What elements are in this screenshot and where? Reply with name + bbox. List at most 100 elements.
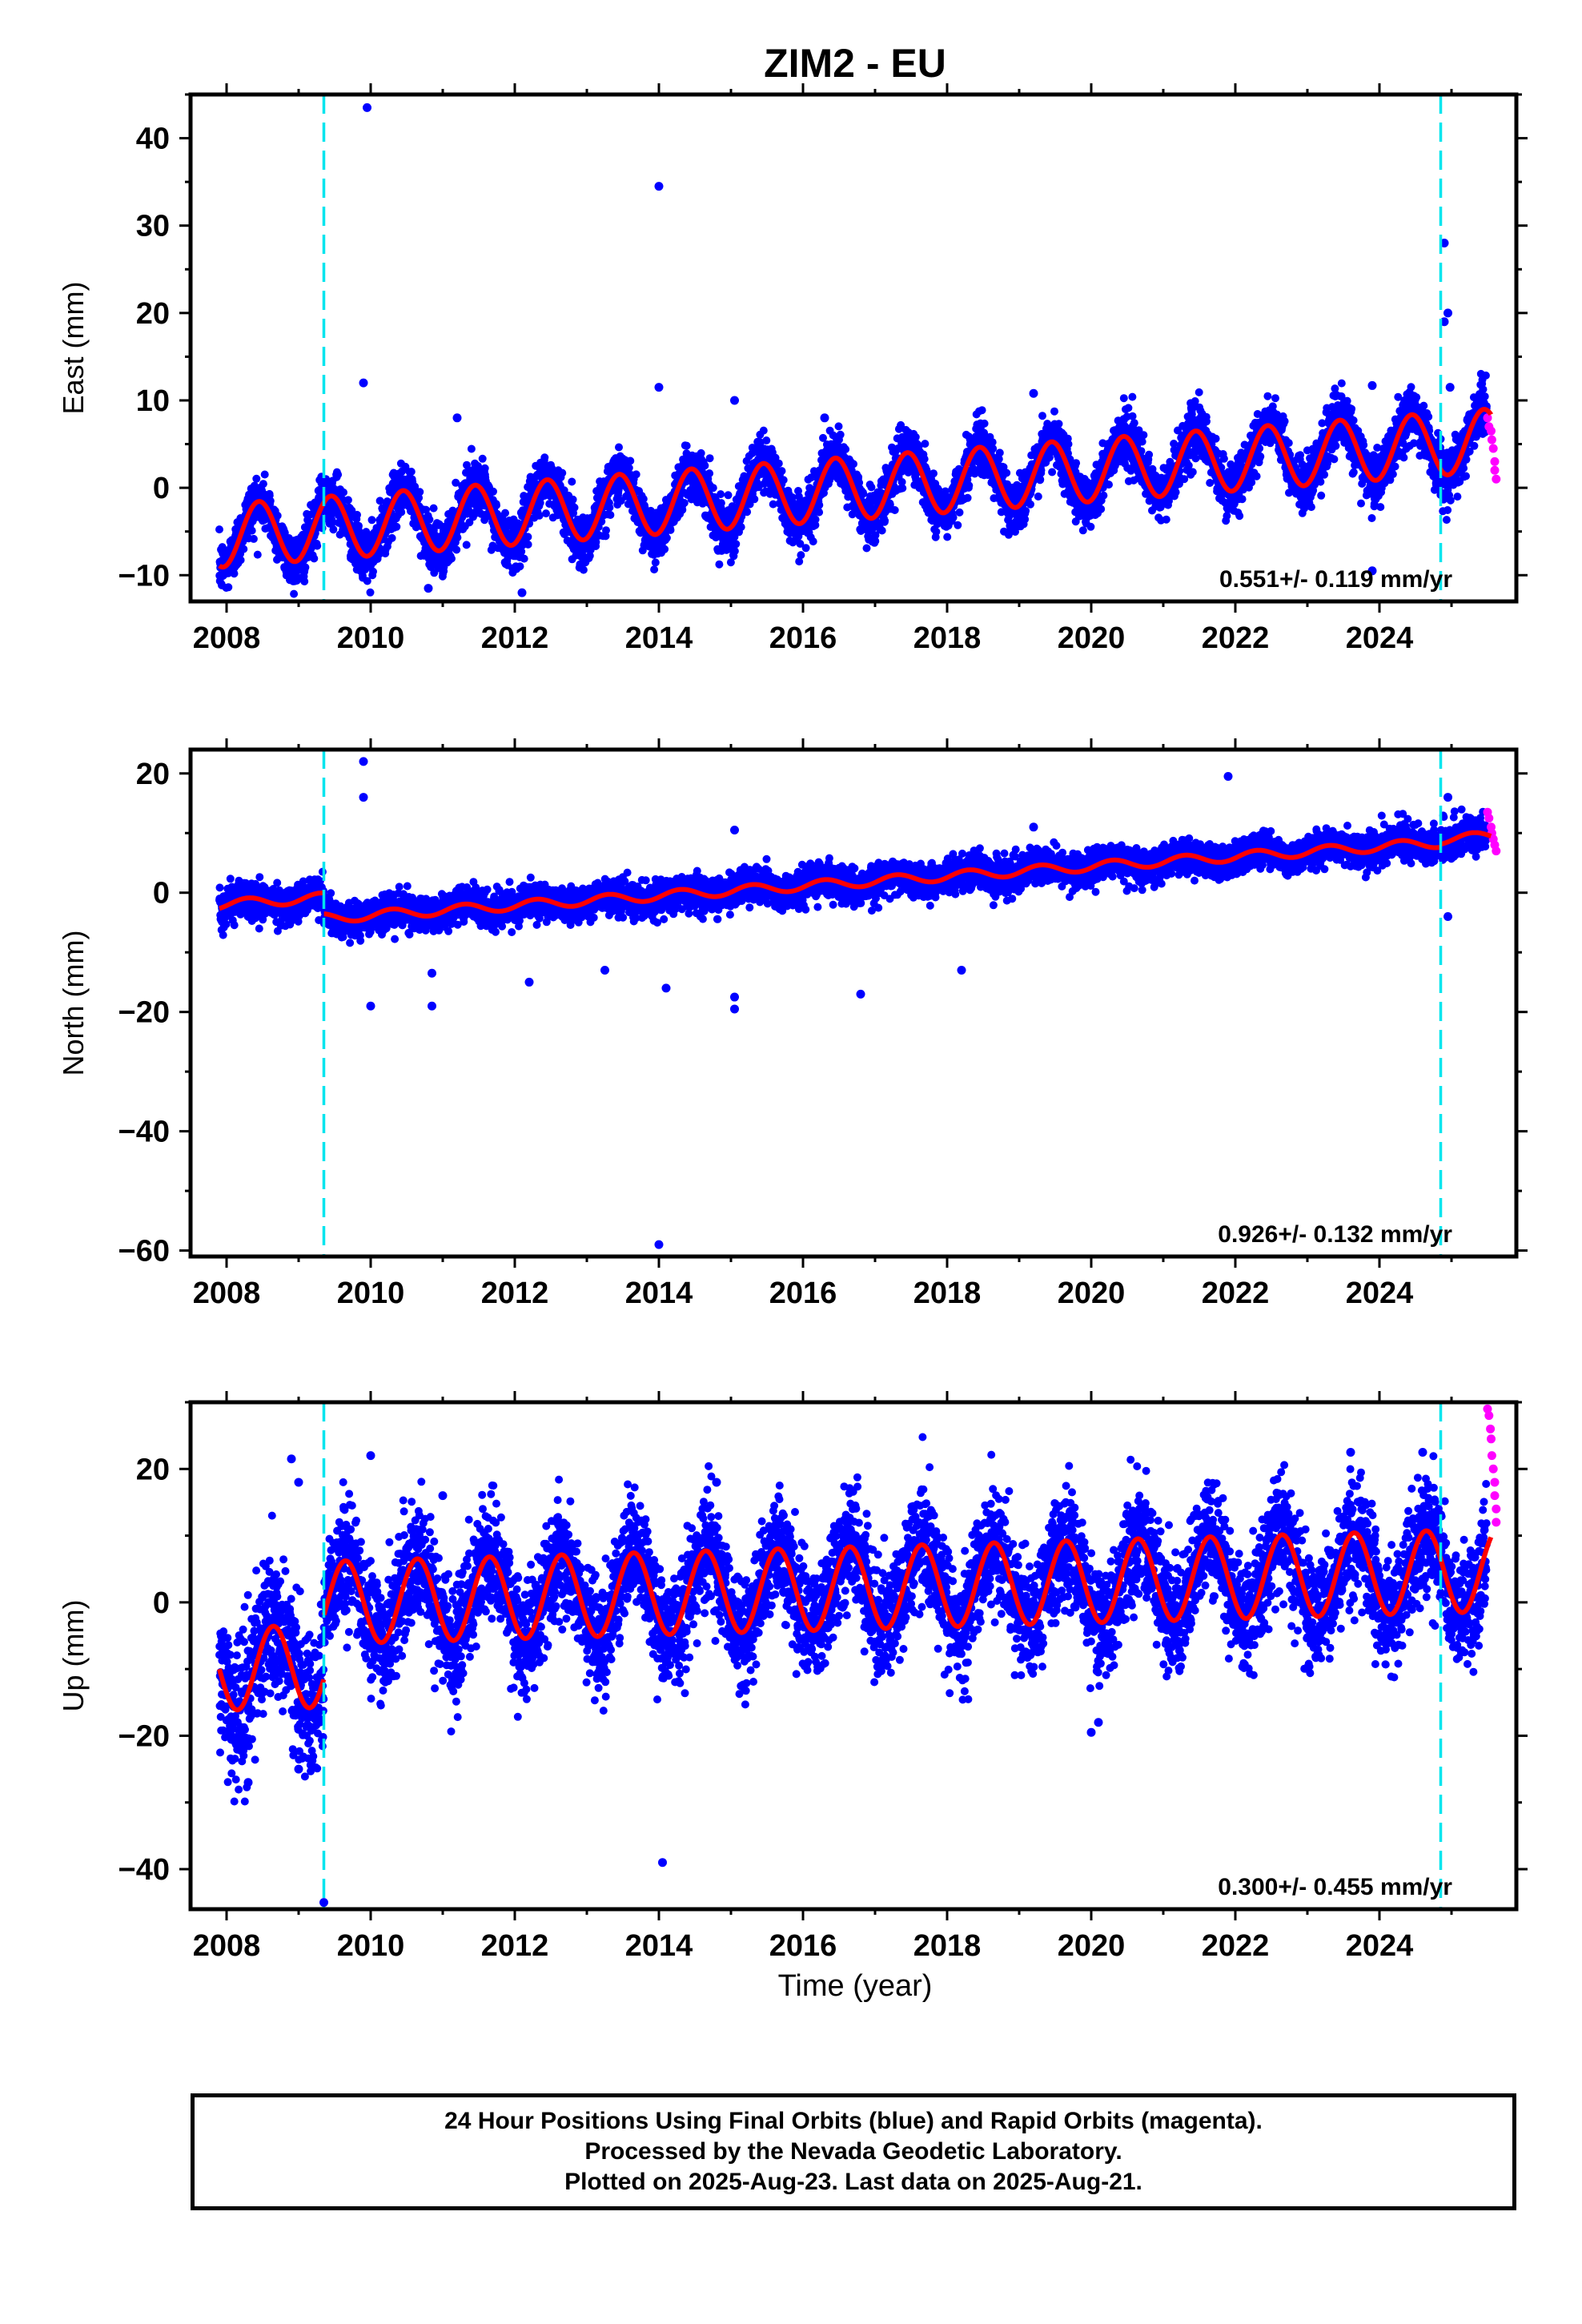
- east-outlier-point: [820, 413, 829, 423]
- north-x-tick-label: 2012: [481, 1277, 549, 1310]
- north-outlier-point: [730, 992, 739, 1002]
- east-rapid-orbit-point: [1490, 456, 1500, 466]
- up-data: [215, 1404, 1501, 1908]
- east-outlier-point: [452, 413, 462, 423]
- up-outlier-point: [319, 1898, 328, 1908]
- east-x-tick-label: 2022: [1202, 621, 1270, 655]
- panel-north: 2008 2010 2012 2014 2016 2018 2020 2022 2024 −60 −…: [57, 738, 1528, 1310]
- caption-line-1: 24 Hour Positions Using Final Orbits (bl…: [444, 2108, 1263, 2134]
- north-outlier-point: [524, 977, 534, 987]
- up-x-tick-label: 2016: [769, 1929, 837, 1963]
- up-x-tick-label: 2012: [481, 1929, 549, 1963]
- north-outlier-point: [600, 966, 609, 975]
- north-outlier-point: [730, 826, 739, 835]
- chart-canvas: ZIM2 - EU Time (year) 2008 2010 2012 2014 20…: [57, 41, 1528, 2003]
- north-outlier-point: [366, 1001, 375, 1011]
- north-x-tick-label: 2010: [337, 1277, 405, 1310]
- east-x-tick-label: 2014: [625, 621, 693, 655]
- north-x-tick-label: 2024: [1346, 1277, 1414, 1310]
- north-y-tick-label: 20: [136, 758, 170, 791]
- up-rapid-orbit-point: [1487, 1451, 1496, 1461]
- north-x-tick-label: 2018: [913, 1277, 982, 1310]
- up-rapid-orbit-point: [1492, 1518, 1501, 1527]
- east-x-tick-label: 2012: [481, 621, 549, 655]
- east-outlier-point: [1029, 388, 1038, 398]
- north-rapid-orbit-point: [1484, 814, 1494, 823]
- x-axis-label: Time (year): [778, 1969, 933, 2003]
- north-outlier-point: [661, 983, 671, 993]
- up-outlier-point: [1094, 1718, 1103, 1727]
- north-outlier-point: [359, 757, 368, 766]
- north-outlier-point: [428, 968, 436, 978]
- east-outlier-point: [424, 584, 433, 593]
- north-outlier-point: [1443, 793, 1452, 802]
- up-outlier-point: [287, 1454, 296, 1464]
- up-rapid-orbit-point: [1492, 1504, 1501, 1514]
- up-x-tick-label: 2022: [1202, 1929, 1270, 1963]
- up-x-tick-label: 2014: [625, 1929, 693, 1963]
- east-y-tick-label: −10: [118, 559, 170, 593]
- east-rapid-orbit-point: [1488, 444, 1498, 453]
- chart-title: ZIM2 - EU: [764, 41, 946, 86]
- north-outlier-point: [1443, 912, 1452, 922]
- east-rapid-orbit-point: [1487, 435, 1496, 444]
- up-rapid-orbit-point: [1486, 1424, 1496, 1433]
- caption-line-2: Processed by the Nevada Geodetic Laborat…: [584, 2138, 1122, 2165]
- east-velocity-label: 0.551+/- 0.119 mm/yr: [1219, 566, 1452, 593]
- north-y-tick-label: −40: [118, 1116, 170, 1149]
- east-y-axis-label: East (mm): [57, 282, 90, 415]
- east-x-tick-label: 2010: [337, 621, 405, 655]
- east-y-tick-label: 20: [136, 297, 170, 331]
- north-y-tick-label: −20: [118, 996, 170, 1030]
- north-model-fit-line: [219, 830, 1492, 924]
- up-outlier-point: [1346, 1447, 1355, 1457]
- east-outlier-point: [1443, 308, 1452, 318]
- up-outlier-point: [243, 1778, 253, 1787]
- north-outlier-point: [359, 793, 368, 802]
- up-rapid-orbit-point: [1488, 1464, 1498, 1474]
- up-x-tick-label: 2018: [913, 1929, 982, 1963]
- east-y-tick-label: 30: [136, 210, 170, 243]
- east-outlier-point: [1367, 566, 1377, 576]
- east-model-fit-line: [218, 407, 1493, 570]
- east-rapid-orbit-point: [1483, 413, 1492, 423]
- up-y-tick-label: 0: [153, 1586, 170, 1620]
- up-outlier-point: [658, 1858, 667, 1868]
- up-velocity-label: 0.300+/- 0.455 mm/yr: [1218, 1874, 1452, 1900]
- up-y-tick-label: −40: [118, 1853, 170, 1887]
- east-x-tick-label: 2020: [1058, 621, 1126, 655]
- up-rapid-orbit-point: [1484, 1411, 1494, 1421]
- north-x-tick-label: 2020: [1058, 1277, 1126, 1310]
- east-x-tick-label: 2018: [913, 621, 982, 655]
- east-outlier-point: [730, 396, 739, 405]
- north-frame: [188, 747, 1519, 1259]
- east-outlier-point: [1367, 380, 1377, 390]
- up-rapid-orbit-point: [1487, 1434, 1496, 1444]
- panel-up: 2008 2010 2012 2014 2016 2018 2020 2022 2024 −40 −…: [57, 1391, 1528, 1963]
- up-outlier-point: [366, 1451, 375, 1461]
- north-y-axis-label: North (mm): [57, 931, 90, 1076]
- north-outlier-point: [856, 989, 865, 999]
- east-rapid-orbit-point: [1487, 426, 1496, 436]
- east-x-tick-label: 2016: [769, 621, 837, 655]
- up-y-axis-label: Up (mm): [57, 1600, 90, 1712]
- north-outlier-point: [957, 966, 966, 975]
- north-outlier-point: [1029, 822, 1038, 832]
- north-y-tick-label: 0: [153, 877, 170, 911]
- north-x-tick-label: 2022: [1202, 1277, 1270, 1310]
- up-x-tick-label: 2010: [337, 1929, 405, 1963]
- east-outlier-point: [363, 103, 371, 112]
- east-x-tick-label: 2008: [193, 621, 261, 655]
- caption-line-3: Plotted on 2025-Aug-23. Last data on 202…: [564, 2169, 1142, 2195]
- east-outlier-point: [1445, 383, 1455, 392]
- east-y-tick-label: 40: [136, 123, 170, 156]
- north-outlier-point: [654, 1240, 664, 1249]
- east-y-tick-label: 10: [136, 384, 170, 418]
- north-outlier-point: [1223, 772, 1233, 782]
- east-rapid-orbit-point: [1492, 474, 1501, 484]
- up-frame: [188, 1400, 1519, 1912]
- caption-box: 24 Hour Positions Using Final Orbits (bl…: [191, 2093, 1516, 2210]
- north-x-tick-label: 2016: [769, 1277, 837, 1310]
- up-outlier-point: [1418, 1447, 1427, 1457]
- north-rapid-orbit-point: [1492, 846, 1501, 856]
